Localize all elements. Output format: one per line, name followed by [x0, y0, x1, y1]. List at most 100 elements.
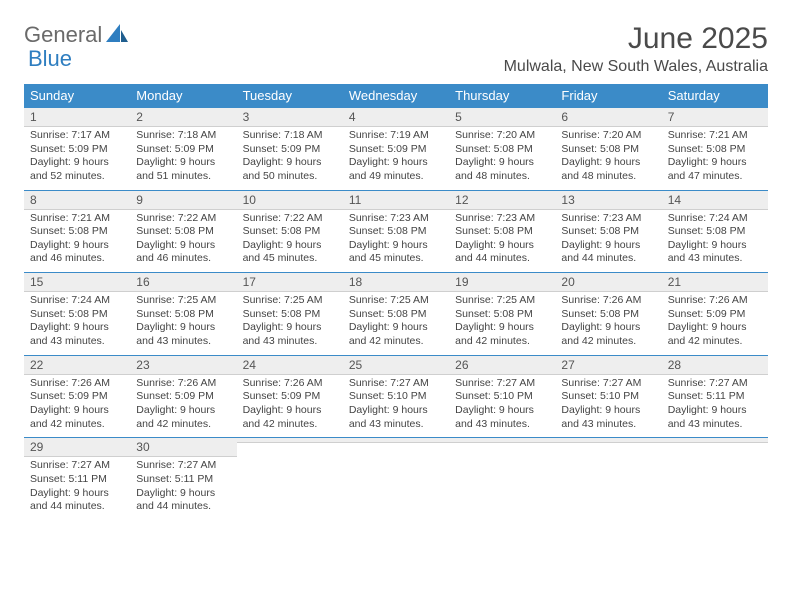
day-details: Sunrise: 7:20 AMSunset: 5:08 PMDaylight:…: [449, 127, 555, 190]
calendar-cell: 2Sunrise: 7:18 AMSunset: 5:09 PMDaylight…: [130, 107, 236, 190]
sunrise-line: Sunrise: 7:27 AM: [349, 377, 443, 391]
sunset-line: Sunset: 5:09 PM: [349, 143, 443, 157]
calendar-cell: 3Sunrise: 7:18 AMSunset: 5:09 PMDaylight…: [237, 107, 343, 190]
daylight-line: Daylight: 9 hours: [243, 239, 337, 253]
daylight-line: Daylight: 9 hours: [668, 239, 762, 253]
day-number: 2: [130, 108, 236, 126]
calendar-cell: 4Sunrise: 7:19 AMSunset: 5:09 PMDaylight…: [343, 107, 449, 190]
month-title: June 2025: [504, 22, 768, 56]
day-details: Sunrise: 7:26 AMSunset: 5:09 PMDaylight:…: [130, 375, 236, 438]
sunrise-line: Sunrise: 7:25 AM: [349, 294, 443, 308]
sunset-line: Sunset: 5:08 PM: [455, 308, 549, 322]
day-number: 22: [24, 356, 130, 374]
calendar-week: 8Sunrise: 7:21 AMSunset: 5:08 PMDaylight…: [24, 190, 768, 273]
daylight-line: and 42 minutes.: [243, 418, 337, 432]
sunrise-line: Sunrise: 7:21 AM: [30, 212, 124, 226]
day-number: 10: [237, 191, 343, 209]
calendar-cell: 6Sunrise: 7:20 AMSunset: 5:08 PMDaylight…: [555, 107, 661, 190]
sunset-line: Sunset: 5:08 PM: [455, 225, 549, 239]
sunset-line: Sunset: 5:08 PM: [243, 225, 337, 239]
day-number: 6: [555, 108, 661, 126]
sunrise-line: Sunrise: 7:26 AM: [30, 377, 124, 391]
sunset-line: Sunset: 5:08 PM: [561, 143, 655, 157]
sunset-line: Sunset: 5:09 PM: [136, 390, 230, 404]
calendar-cell: 16Sunrise: 7:25 AMSunset: 5:08 PMDayligh…: [130, 272, 236, 355]
daylight-line: and 43 minutes.: [668, 418, 762, 432]
calendar-week: 15Sunrise: 7:24 AMSunset: 5:08 PMDayligh…: [24, 272, 768, 355]
sunrise-line: Sunrise: 7:17 AM: [30, 129, 124, 143]
sunrise-line: Sunrise: 7:27 AM: [668, 377, 762, 391]
daylight-line: and 43 minutes.: [30, 335, 124, 349]
brand-logo: General: [24, 22, 130, 48]
daylight-line: and 44 minutes.: [455, 252, 549, 266]
weekday-header-row: Sunday Monday Tuesday Wednesday Thursday…: [24, 84, 768, 107]
sunset-line: Sunset: 5:08 PM: [349, 308, 443, 322]
calendar-cell: 20Sunrise: 7:26 AMSunset: 5:08 PMDayligh…: [555, 272, 661, 355]
sunrise-line: Sunrise: 7:20 AM: [455, 129, 549, 143]
sunset-line: Sunset: 5:08 PM: [243, 308, 337, 322]
sunrise-line: Sunrise: 7:18 AM: [136, 129, 230, 143]
daylight-line: Daylight: 9 hours: [243, 156, 337, 170]
daylight-line: and 42 minutes.: [455, 335, 549, 349]
day-details: Sunrise: 7:23 AMSunset: 5:08 PMDaylight:…: [343, 210, 449, 273]
sunset-line: Sunset: 5:08 PM: [561, 225, 655, 239]
sunrise-line: Sunrise: 7:22 AM: [136, 212, 230, 226]
daylight-line: and 43 minutes.: [668, 252, 762, 266]
sunrise-line: Sunrise: 7:22 AM: [243, 212, 337, 226]
daylight-line: Daylight: 9 hours: [136, 321, 230, 335]
sunset-line: Sunset: 5:10 PM: [349, 390, 443, 404]
daylight-line: and 48 minutes.: [455, 170, 549, 184]
day-number: 28: [662, 356, 768, 374]
day-details: Sunrise: 7:24 AMSunset: 5:08 PMDaylight:…: [662, 210, 768, 273]
day-number: 17: [237, 273, 343, 291]
day-number: 24: [237, 356, 343, 374]
sunset-line: Sunset: 5:09 PM: [30, 390, 124, 404]
sunrise-line: Sunrise: 7:23 AM: [455, 212, 549, 226]
calendar-cell: 10 Sunrise: 7:22 AMSunset: 5:08 PMDayligh…: [237, 190, 343, 273]
daylight-line: and 42 minutes.: [136, 418, 230, 432]
day-details: Sunrise: 7:26 AMSunset: 5:09 PMDaylight:…: [662, 292, 768, 355]
day-details: Sunrise: 7:25 AMSunset: 5:08 PMDaylight:…: [237, 292, 343, 355]
daylight-line: and 48 minutes.: [561, 170, 655, 184]
calendar-week: 22Sunrise: 7:26 AMSunset: 5:09 PMDayligh…: [24, 355, 768, 438]
sunrise-line: Sunrise: 7:20 AM: [561, 129, 655, 143]
calendar-cell: 8Sunrise: 7:21 AMSunset: 5:08 PMDaylight…: [24, 190, 130, 273]
calendar-cell: 26Sunrise: 7:27 AMSunset: 5:10 PMDayligh…: [449, 355, 555, 438]
brand-sail-icon: [106, 22, 128, 48]
day-details: Sunrise: 7:18 AMSunset: 5:09 PMDaylight:…: [237, 127, 343, 190]
sunrise-line: Sunrise: 7:26 AM: [561, 294, 655, 308]
daylight-line: and 43 minutes.: [349, 418, 443, 432]
sunrise-line: Sunrise: 7:25 AM: [136, 294, 230, 308]
calendar-week: 29Sunrise: 7:27 AMSunset: 5:11 PMDayligh…: [24, 437, 768, 520]
calendar-cell: 19Sunrise: 7:25 AMSunset: 5:08 PMDayligh…: [449, 272, 555, 355]
day-details: Sunrise: 7:23 AMSunset: 5:08 PMDaylight:…: [555, 210, 661, 273]
day-details: Sunrise: 7:24 AMSunset: 5:08 PMDaylight:…: [24, 292, 130, 355]
daylight-line: Daylight: 9 hours: [561, 239, 655, 253]
weekday-header: Tuesday: [237, 84, 343, 107]
day-details: Sunrise: 7:27 AMSunset: 5:11 PMDaylight:…: [662, 375, 768, 438]
sunset-line: Sunset: 5:09 PM: [30, 143, 124, 157]
sunset-line: Sunset: 5:11 PM: [136, 473, 230, 487]
sunset-line: Sunset: 5:11 PM: [30, 473, 124, 487]
daylight-line: Daylight: 9 hours: [561, 404, 655, 418]
daylight-line: Daylight: 9 hours: [136, 239, 230, 253]
daylight-line: Daylight: 9 hours: [349, 156, 443, 170]
day-number: 18: [343, 273, 449, 291]
daylight-line: and 43 minutes.: [455, 418, 549, 432]
day-number: 1: [24, 108, 130, 126]
sunset-line: Sunset: 5:11 PM: [668, 390, 762, 404]
day-number: 30: [130, 438, 236, 456]
weekday-header: Saturday: [662, 84, 768, 107]
sunrise-line: Sunrise: 7:25 AM: [243, 294, 337, 308]
calendar-cell: 24Sunrise: 7:26 AMSunset: 5:09 PMDayligh…: [237, 355, 343, 438]
sunset-line: Sunset: 5:08 PM: [30, 308, 124, 322]
day-details: Sunrise: 7:25 AMSunset: 5:08 PMDaylight:…: [130, 292, 236, 355]
sunset-line: Sunset: 5:10 PM: [561, 390, 655, 404]
daylight-line: Daylight: 9 hours: [349, 404, 443, 418]
daylight-line: and 42 minutes.: [30, 418, 124, 432]
daylight-line: and 50 minutes.: [243, 170, 337, 184]
daylight-line: and 43 minutes.: [243, 335, 337, 349]
daylight-line: Daylight: 9 hours: [561, 321, 655, 335]
day-details: Sunrise: 7:26 AMSunset: 5:08 PMDaylight:…: [555, 292, 661, 355]
day-number: 20: [555, 273, 661, 291]
